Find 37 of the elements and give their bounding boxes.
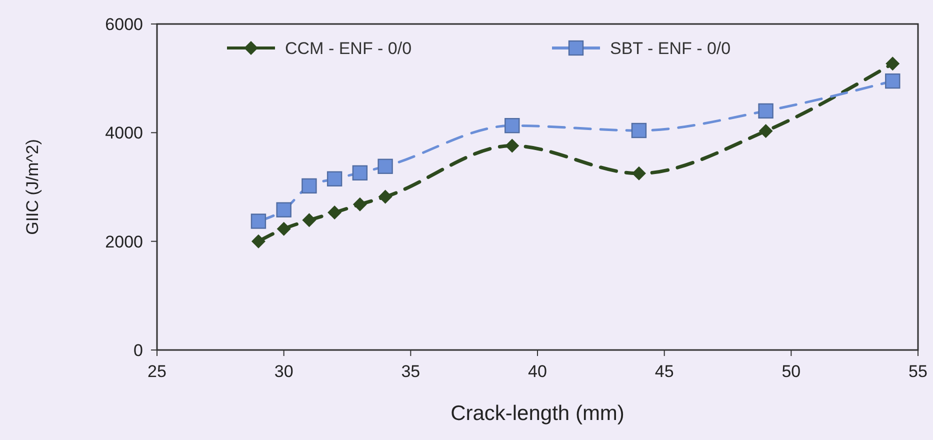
x-tick-label: 55 (908, 362, 928, 381)
point (352, 197, 367, 212)
point (276, 202, 292, 218)
point (631, 122, 647, 138)
point (276, 222, 291, 236)
x-tick-label: 35 (401, 362, 420, 381)
y-tick-label: 2000 (105, 232, 143, 252)
x-tick-label: 25 (148, 362, 166, 381)
point (885, 73, 900, 89)
point (352, 165, 368, 180)
y-tick-label: 6000 (105, 15, 143, 34)
legend-label: SBT - ENF - 0/0 (610, 39, 731, 58)
point (326, 171, 342, 186)
point (302, 178, 317, 194)
y-tick-label: 4000 (105, 124, 143, 143)
x-axis-title: Crack-length (mm) (450, 402, 624, 425)
x-tick-label: 50 (782, 362, 801, 381)
point (378, 190, 392, 204)
y-axis-title: GIIC (J/m^2) (23, 139, 42, 235)
legend-label: CCM - ENF - 0/0 (285, 39, 412, 58)
point (886, 56, 900, 71)
point (251, 234, 266, 248)
point (758, 103, 774, 119)
x-tick-label: 30 (274, 362, 294, 381)
x-tick-label: 45 (654, 362, 674, 381)
point (632, 166, 646, 180)
x-tick-label: 40 (528, 362, 547, 381)
point (328, 206, 342, 220)
point (302, 213, 316, 228)
legend-entry: CCM - ENF - 0/0 (227, 39, 412, 58)
y-tick-label: 0 (134, 341, 143, 360)
legend-entry: SBT - ENF - 0/0 (552, 39, 731, 58)
point (505, 138, 520, 153)
point (250, 214, 266, 229)
point (758, 124, 773, 138)
point (504, 118, 520, 134)
point (378, 158, 393, 174)
